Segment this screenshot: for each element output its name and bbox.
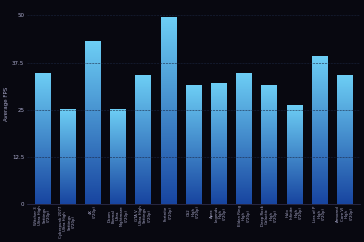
Y-axis label: Average FPS: Average FPS — [4, 87, 9, 121]
